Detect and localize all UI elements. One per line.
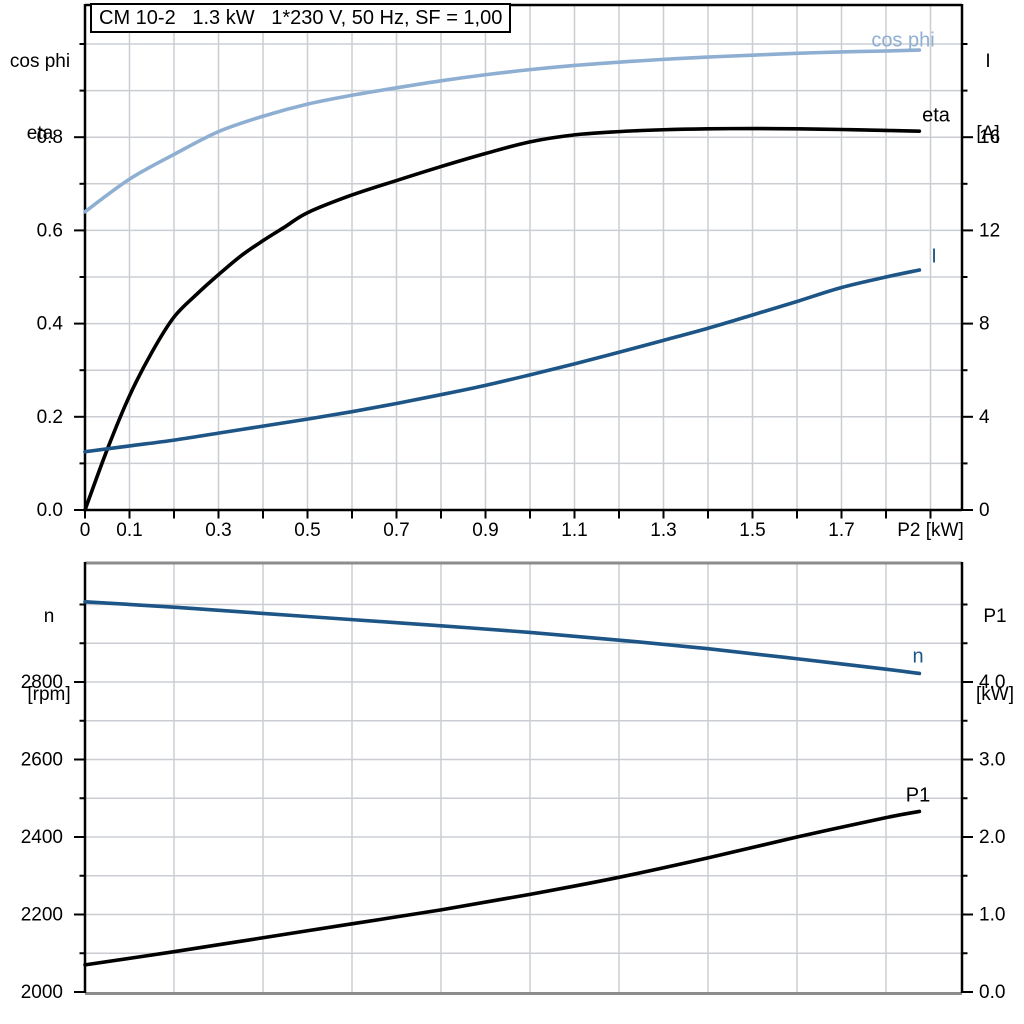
top-left-axis-title: cos phi eta — [10, 2, 70, 194]
left-tick-label: 0.6 — [37, 220, 63, 241]
x-tick-label: 0.9 — [472, 520, 498, 541]
cos-phi-axis-label: cos phi — [9, 51, 71, 72]
curve-p1 — [83, 809, 922, 967]
x-tick-label: 1.5 — [739, 520, 765, 541]
speed-axis-unit: [rpm] — [27, 684, 71, 705]
right-tick-label: 0.0 — [979, 982, 1005, 1003]
left-tick-label: 2800 — [21, 672, 63, 693]
speed-axis-label: n — [43, 606, 55, 627]
x-tick-label: 0.7 — [383, 520, 409, 541]
curve-i — [83, 268, 922, 454]
bottom-chart: 2000 2200 2400 2600 2800 0.0 1.0 2.0 3.0 4.0 n P1 — [21, 561, 1005, 1003]
right-tick-label: 4 — [979, 407, 990, 428]
left-tick-label: 0.8 — [37, 127, 63, 148]
chart-title-box: CM 10-2 1.3 kW 1*230 V, 50 Hz, SF = 1,00 — [90, 3, 512, 33]
curve-eta — [83, 126, 922, 512]
eta-axis-label: eta — [26, 123, 54, 144]
left-tick-label: 2600 — [21, 750, 63, 771]
left-axis-ticks: 2000 2200 2400 2600 2800 — [21, 603, 85, 1003]
gridlines — [85, 563, 962, 992]
left-tick-label: 2000 — [21, 982, 63, 1003]
x-tick-label: 0.1 — [116, 520, 142, 541]
right-axis-ticks: 0 4 8 12 16 — [962, 43, 1000, 521]
x-tick-label: 0 — [80, 520, 91, 541]
gridlines — [85, 5, 962, 510]
bottom-left-axis-title: n [rpm] — [27, 554, 70, 758]
current-axis-unit: [A] — [976, 123, 1000, 144]
curve-n — [83, 599, 922, 676]
x-tick-label: 0.5 — [294, 520, 320, 541]
right-tick-label: 1.0 — [979, 905, 1005, 926]
left-tick-label: 0.0 — [37, 500, 63, 521]
right-axis-ticks: 0.0 1.0 2.0 3.0 4.0 — [962, 603, 1005, 1003]
right-tick-label: 3.0 — [979, 750, 1005, 771]
left-tick-label: 0.4 — [37, 314, 64, 335]
left-axis-ticks: 0.0 0.2 0.4 0.6 0.8 — [37, 43, 85, 521]
axes-frame — [83, 561, 964, 995]
left-tick-label: 0.2 — [37, 407, 63, 428]
power-axis-unit: [kW] — [976, 684, 1014, 705]
right-tick-label: 4.0 — [979, 672, 1005, 693]
curve-label-eta: eta — [922, 104, 951, 126]
x-tick-label: 1.7 — [828, 520, 854, 541]
current-axis-label: I — [985, 51, 991, 72]
x-tick-label: 1.3 — [650, 520, 676, 541]
right-tick-label: 12 — [979, 220, 1000, 241]
x-tick-label: 0.3 — [205, 520, 231, 541]
top-right-axis-title: I [A] — [976, 2, 999, 194]
right-tick-label: 2.0 — [979, 827, 1005, 848]
right-tick-label: 0 — [979, 500, 990, 521]
left-tick-label: 2400 — [21, 827, 63, 848]
power-axis-label: P1 — [983, 606, 1007, 627]
left-tick-label: 2200 — [21, 905, 63, 926]
top-chart: 0 0.1 0.3 0.5 0.7 0.9 1.1 1.3 1.5 1.7 P2 [kW]0.00.… — [37, 3, 1000, 541]
curve-cos-phi — [83, 48, 922, 214]
bottom-right-axis-title: P1 [kW] — [976, 554, 1014, 758]
curve-label-p1: P1 — [906, 784, 930, 806]
curve-label-cos-phi: cos phi — [871, 29, 934, 51]
x-tick-label: P2 [kW] — [897, 520, 964, 541]
x-axis-ticks: 0 0.1 0.3 0.5 0.7 0.9 1.1 1.3 1.5 1.7 P2 [kW] — [80, 510, 964, 541]
right-tick-label: 16 — [979, 127, 1000, 148]
curve-label-i: I — [931, 245, 937, 267]
x-tick-label: 1.1 — [561, 520, 587, 541]
right-tick-label: 8 — [979, 314, 990, 335]
curve-label-n: n — [912, 645, 923, 667]
